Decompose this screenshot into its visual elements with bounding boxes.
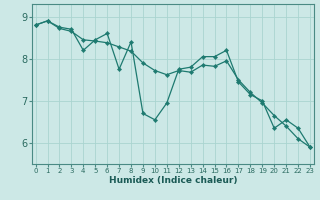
X-axis label: Humidex (Indice chaleur): Humidex (Indice chaleur) (108, 176, 237, 185)
